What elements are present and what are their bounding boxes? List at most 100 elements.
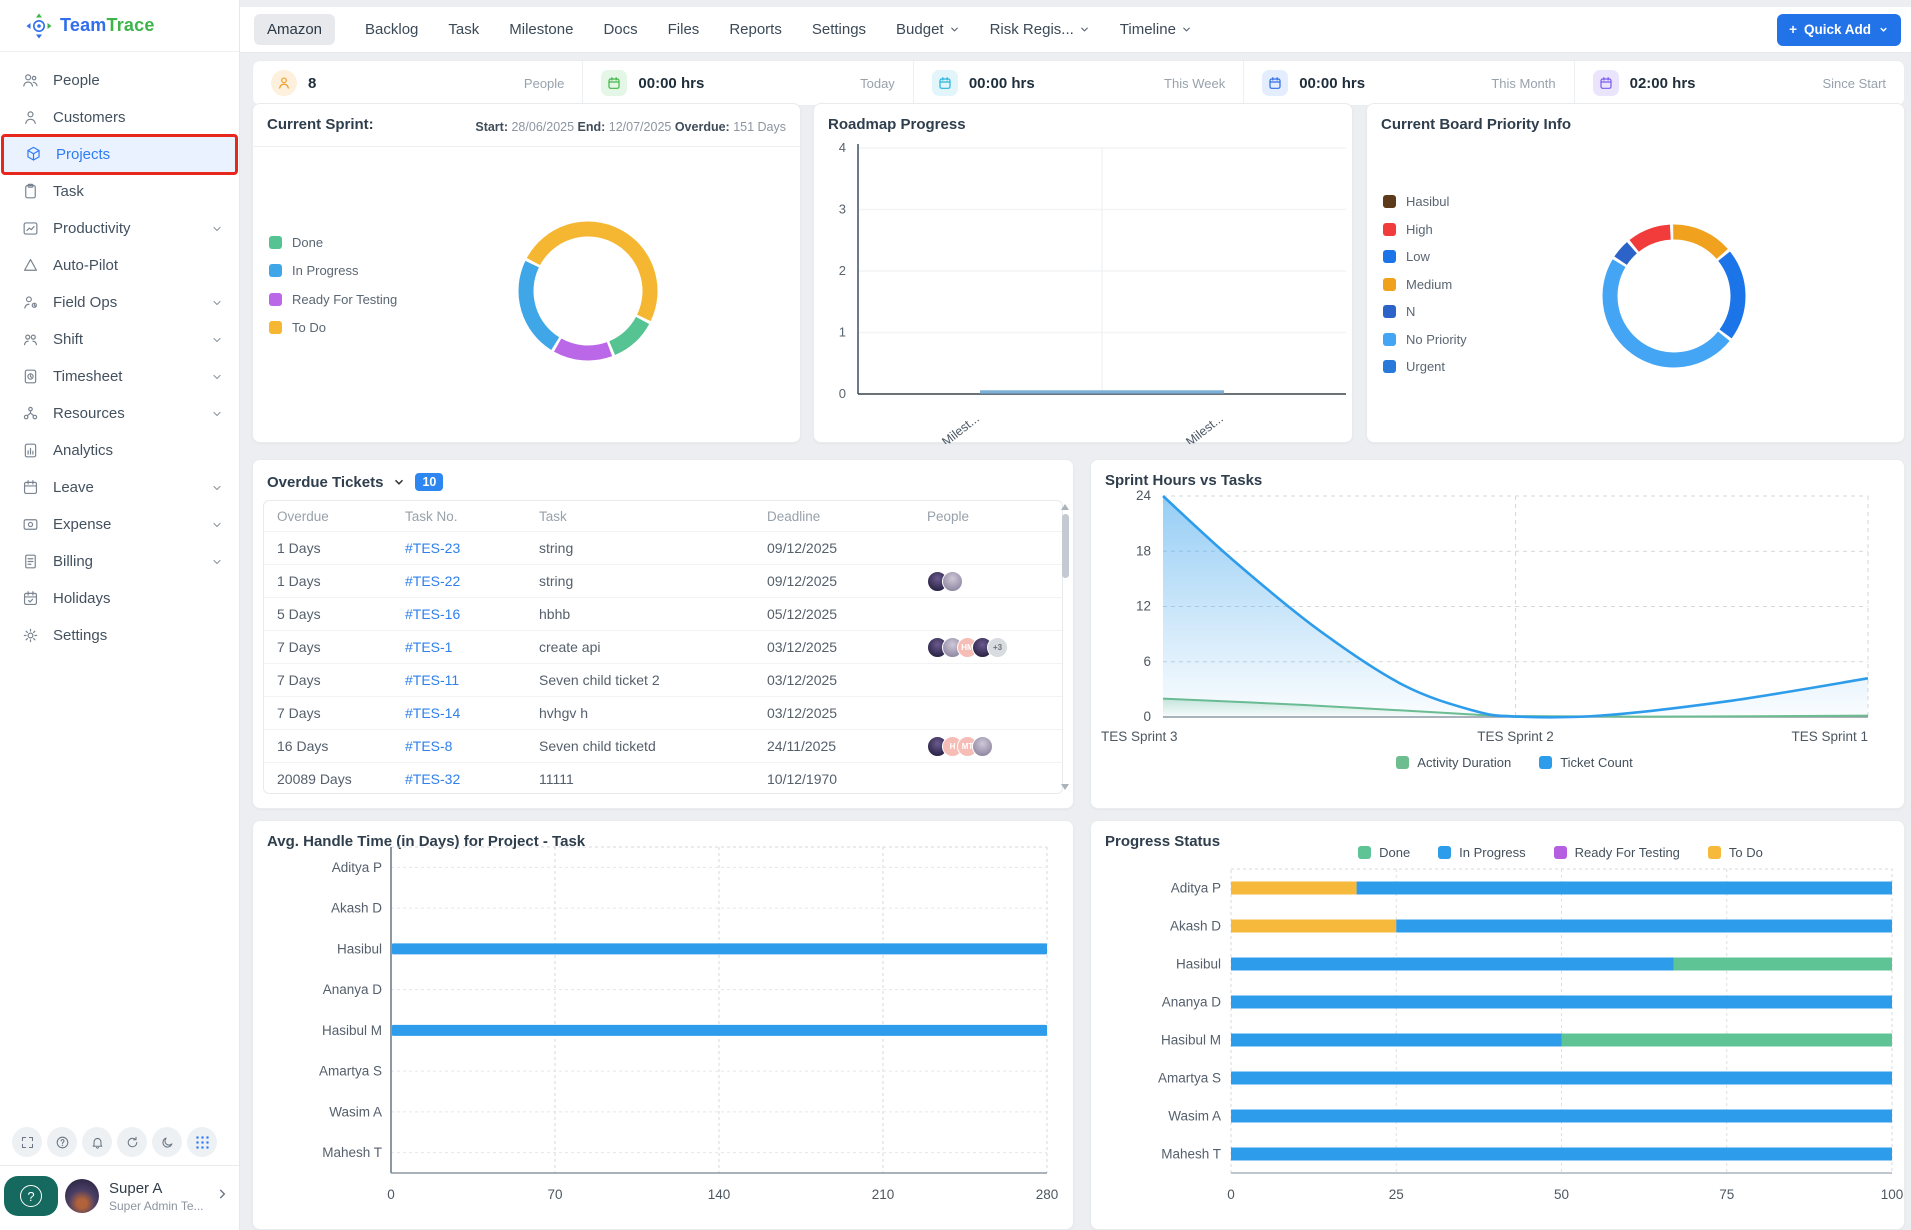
tab-task[interactable]: Task <box>448 21 479 38</box>
sidebar-item-timesheet[interactable]: Timesheet <box>0 358 239 395</box>
tab-backlog[interactable]: Backlog <box>365 21 418 38</box>
moon-icon[interactable] <box>152 1127 182 1157</box>
sidebar-footer: ? Super A Super Admin Te... <box>0 1121 239 1230</box>
legend-item-no-priority[interactable]: No Priority <box>1383 326 1467 354</box>
sidebar-item-leave[interactable]: Leave <box>0 469 239 506</box>
scrollbar-thumb[interactable] <box>1061 514 1069 578</box>
legend-item-high[interactable]: High <box>1383 216 1467 244</box>
cell-task-no-link[interactable]: #TES-23 <box>405 540 461 556</box>
legend-item-in-progress[interactable]: In Progress <box>269 257 397 286</box>
billing-icon <box>21 552 40 571</box>
cell-overdue: 16 Days <box>277 738 329 754</box>
sidebar-item-expense[interactable]: Expense <box>0 506 239 543</box>
table-row[interactable]: 7 Days #TES-1 create api 03/12/2025 HM +3 <box>264 630 1062 663</box>
sidebar-footer-icons <box>0 1121 239 1165</box>
tab-budget[interactable]: Budget <box>896 21 960 38</box>
chevron-right-icon[interactable] <box>215 1187 229 1206</box>
tab-amazon[interactable]: Amazon <box>254 14 336 45</box>
legend-item-ready-for-testing[interactable]: Ready For Testing <box>1553 845 1680 860</box>
legend-item-to-do[interactable]: To Do <box>269 314 397 343</box>
bar-segment-in-progress <box>1231 1071 1892 1085</box>
tab-docs[interactable]: Docs <box>603 21 637 38</box>
shift-icon <box>21 330 40 349</box>
legend-item-ticket-count[interactable]: Ticket Count <box>1539 755 1633 770</box>
chevron-down-icon <box>211 223 223 235</box>
table-row[interactable]: 20089 Days #TES-32 11111 10/12/1970 <box>264 762 1062 793</box>
table-row[interactable]: 1 Days #TES-22 string 09/12/2025 <box>264 564 1062 597</box>
svg-text:0: 0 <box>1227 1187 1235 1202</box>
cell-people: H MT <box>927 735 1062 757</box>
table-row[interactable]: 5 Days #TES-16 hbhb 05/12/2025 <box>264 597 1062 630</box>
cell-task-no-link[interactable]: #TES-16 <box>405 606 461 622</box>
sidebar-item-projects[interactable]: Projects <box>1 134 238 175</box>
bar-segment-in-progress <box>1396 919 1892 933</box>
help-icon[interactable] <box>47 1127 77 1157</box>
tab-files[interactable]: Files <box>668 21 700 38</box>
legend-swatch <box>1396 756 1410 769</box>
sidebar-item-billing[interactable]: Billing <box>0 543 239 580</box>
cell-overdue: 1 Days <box>277 573 321 589</box>
sidebar-item-settings[interactable]: Settings <box>0 617 239 654</box>
legend-item-low[interactable]: Low <box>1383 243 1467 271</box>
legend-swatch <box>1358 846 1372 859</box>
tab-timeline[interactable]: Timeline <box>1120 21 1192 38</box>
sidebar-item-people[interactable]: People <box>0 62 239 99</box>
cell-task-no-link[interactable]: #TES-14 <box>405 705 461 721</box>
sidebar-item-analytics[interactable]: Analytics <box>0 432 239 469</box>
legend-label: Ticket Count <box>1560 755 1633 770</box>
legend-item-n[interactable]: N <box>1383 298 1467 326</box>
column-header-task: Task <box>539 508 567 524</box>
help-widget-button[interactable]: ? <box>4 1176 58 1216</box>
tab-milestone[interactable]: Milestone <box>509 21 573 38</box>
legend-item-hasibul[interactable]: Hasibul <box>1383 188 1467 216</box>
refresh-icon[interactable] <box>117 1127 147 1157</box>
sidebar-item-auto-pilot[interactable]: Auto-Pilot <box>0 247 239 284</box>
y-axis-label: Wasim A <box>329 1104 382 1119</box>
legend-item-medium[interactable]: Medium <box>1383 271 1467 299</box>
apps-icon[interactable] <box>187 1127 217 1157</box>
legend-item-ready-for-testing[interactable]: Ready For Testing <box>269 285 397 314</box>
user-row[interactable]: ? Super A Super Admin Te... <box>0 1165 239 1230</box>
tab-settings[interactable]: Settings <box>812 21 866 38</box>
quick-add-button[interactable]: + Quick Add <box>1777 13 1901 46</box>
sidebar-item-field-ops[interactable]: Field Ops <box>0 284 239 321</box>
y-axis-label: Mahesh T <box>322 1145 382 1160</box>
app-logo[interactable]: TeamTrace <box>0 0 239 52</box>
legend-item-done[interactable]: Done <box>1358 845 1410 860</box>
sidebar-item-holidays[interactable]: Holidays <box>0 580 239 617</box>
cell-task-no-link[interactable]: #TES-22 <box>405 573 461 589</box>
legend-item-done[interactable]: Done <box>269 228 397 257</box>
bar-segment-done <box>1561 1033 1892 1047</box>
sidebar-item-shift[interactable]: Shift <box>0 321 239 358</box>
cell-task-no-link[interactable]: #TES-8 <box>405 738 453 754</box>
table-scrollbar[interactable] <box>1059 502 1071 792</box>
legend-item-urgent[interactable]: Urgent <box>1383 353 1467 381</box>
chevron-down-icon <box>1181 24 1192 35</box>
sidebar-item-customers[interactable]: Customers <box>0 99 239 136</box>
table-row[interactable]: 16 Days #TES-8 Seven child ticketd 24/11/20… <box>264 729 1062 762</box>
chevron-down-icon[interactable] <box>392 475 406 489</box>
sidebar-item-productivity[interactable]: Productivity <box>0 210 239 247</box>
bar-segment-in-progress <box>1231 1147 1892 1161</box>
cell-task-no-link[interactable]: #TES-11 <box>405 672 460 688</box>
table-row[interactable]: 7 Days #TES-11 Seven child ticket 2 03/12/2… <box>264 663 1062 696</box>
panel-title: Overdue Tickets <box>267 473 384 491</box>
table-row[interactable]: 7 Days #TES-14 hvhgv h 03/12/2025 <box>264 696 1062 729</box>
svg-text:25: 25 <box>1389 1187 1404 1202</box>
legend-item-to-do[interactable]: To Do <box>1707 845 1763 860</box>
tab-reports[interactable]: Reports <box>729 21 782 38</box>
fullscreen-icon[interactable] <box>12 1127 42 1157</box>
sidebar-item-resources[interactable]: Resources <box>0 395 239 432</box>
table-row[interactable]: 1 Days #TES-23 string 09/12/2025 <box>264 531 1062 564</box>
tab-risk-regis-[interactable]: Risk Regis... <box>990 21 1090 38</box>
sidebar-item-task[interactable]: Task <box>0 173 239 210</box>
calendar-icon <box>1262 70 1289 96</box>
cell-deadline: 03/12/2025 <box>767 705 838 721</box>
svg-text:24: 24 <box>1136 488 1152 503</box>
bell-icon[interactable] <box>82 1127 112 1157</box>
avatar[interactable] <box>65 1179 99 1213</box>
cell-task-no-link[interactable]: #TES-1 <box>405 639 453 655</box>
legend-item-activity-duration[interactable]: Activity Duration <box>1396 755 1511 770</box>
cell-task-no-link[interactable]: #TES-32 <box>405 771 461 787</box>
legend-item-in-progress[interactable]: In Progress <box>1438 845 1526 860</box>
